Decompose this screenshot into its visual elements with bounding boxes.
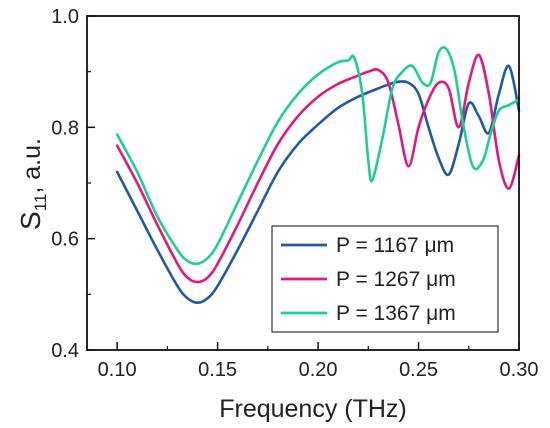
plot-frame [86, 15, 520, 351]
series-line-3 [115, 46, 521, 266]
legend-label-1: P = 1167 μm [336, 234, 454, 257]
series-layer [115, 46, 521, 304]
y-axis-title-rest: , a.u. [18, 138, 46, 194]
legend-label-3: P = 1367 μm [336, 302, 456, 325]
x-tick-label: 0.10 [98, 359, 137, 381]
series-line-1 [115, 64, 521, 304]
y-axis-title-main: S [15, 211, 46, 230]
x-tick-label: 0.15 [198, 359, 237, 381]
legend: P = 1167 μm P = 1267 μm P = 1367 μm [271, 225, 499, 333]
x-tick-label: 0.20 [299, 359, 338, 381]
y-tick-label: 1.0 [51, 6, 79, 28]
y-tick-label: 0.4 [51, 340, 79, 362]
x-axis-title: Frequency (THz) [219, 395, 407, 423]
y-axis-title-subscript: 11 [31, 194, 50, 212]
y-tick-label: 0.6 [51, 229, 79, 251]
y-tick-label: 0.8 [51, 117, 79, 139]
x-tick-label: 0.25 [399, 359, 438, 381]
legend-label-2: P = 1267 μm [336, 268, 456, 291]
series-line-2 [115, 53, 521, 284]
tick-labels-layer: 0.10 0.15 0.20 0.25 0.30 0.4 0.6 0.8 1.0 [51, 6, 538, 381]
x-tick-label: 0.30 [500, 359, 539, 381]
y-axis-title: S11, a.u. [15, 138, 50, 230]
